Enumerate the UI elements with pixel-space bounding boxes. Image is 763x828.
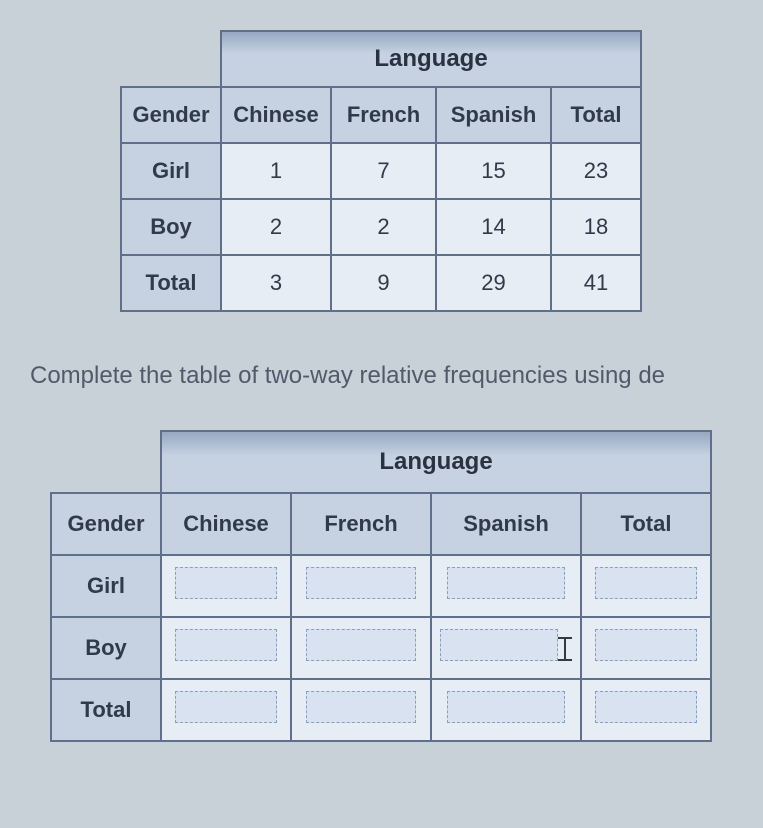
input-cell[interactable] — [161, 555, 291, 617]
corner-cell — [121, 31, 221, 87]
input-cell[interactable] — [431, 555, 581, 617]
input-cell[interactable] — [581, 617, 711, 679]
cell: 18 — [551, 199, 641, 255]
cell: 29 — [436, 255, 551, 311]
col-total: Total — [551, 87, 641, 143]
row-label: Total — [121, 255, 221, 311]
cell: 2 — [221, 199, 331, 255]
col-gender: Gender — [51, 493, 161, 555]
input-cell[interactable] — [431, 679, 581, 741]
cell: 7 — [331, 143, 436, 199]
cell: 41 — [551, 255, 641, 311]
col-chinese: Chinese — [221, 87, 331, 143]
table-row: Total — [51, 679, 711, 741]
instruction-text: Complete the table of two-way relative f… — [30, 362, 733, 390]
col-spanish: Spanish — [436, 87, 551, 143]
language-header: Language — [221, 31, 641, 87]
input-cell[interactable] — [161, 679, 291, 741]
col-french: French — [291, 493, 431, 555]
col-total: Total — [581, 493, 711, 555]
language-header: Language — [161, 431, 711, 493]
input-cell[interactable] — [431, 617, 581, 679]
input-cell[interactable] — [581, 555, 711, 617]
cell: 15 — [436, 143, 551, 199]
cell: 23 — [551, 143, 641, 199]
cell: 2 — [331, 199, 436, 255]
table-row: Total 3 9 29 41 — [121, 255, 641, 311]
table-row: Girl 1 7 15 23 — [121, 143, 641, 199]
input-cell[interactable] — [161, 617, 291, 679]
row-label: Total — [51, 679, 161, 741]
relative-frequency-table: Language Gender Chinese French Spanish T… — [50, 430, 733, 742]
col-gender: Gender — [121, 87, 221, 143]
text-cursor-icon — [558, 637, 572, 661]
input-cell[interactable] — [291, 617, 431, 679]
frequency-table: Language Gender Chinese French Spanish T… — [120, 30, 733, 312]
table-row: Girl — [51, 555, 711, 617]
table-row: Boy — [51, 617, 711, 679]
cell: 14 — [436, 199, 551, 255]
row-label: Girl — [51, 555, 161, 617]
col-french: French — [331, 87, 436, 143]
input-cell[interactable] — [291, 679, 431, 741]
corner-cell — [51, 431, 161, 493]
row-label: Boy — [121, 199, 221, 255]
col-spanish: Spanish — [431, 493, 581, 555]
cell: 1 — [221, 143, 331, 199]
cell: 9 — [331, 255, 436, 311]
input-cell[interactable] — [581, 679, 711, 741]
table-row: Boy 2 2 14 18 — [121, 199, 641, 255]
row-label: Boy — [51, 617, 161, 679]
col-chinese: Chinese — [161, 493, 291, 555]
row-label: Girl — [121, 143, 221, 199]
input-cell[interactable] — [291, 555, 431, 617]
cell: 3 — [221, 255, 331, 311]
